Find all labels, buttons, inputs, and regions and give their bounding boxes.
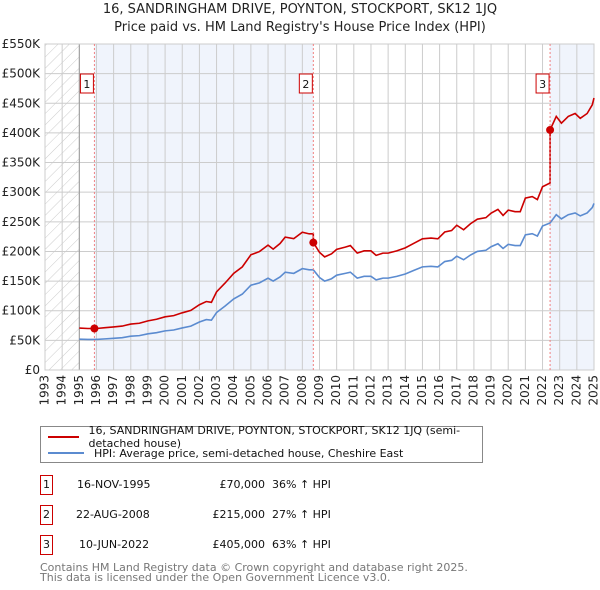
x-tick-label: 2016 [432, 375, 446, 406]
x-tick-label: 1999 [140, 375, 154, 406]
x-tick-label: 2022 [535, 375, 549, 406]
legend-item-price: 16, SANDRINGHAM DRIVE, POYNTON, STOCKPOR… [48, 424, 482, 450]
ownership-band-3 [550, 44, 594, 370]
sale-date: 16-NOV-1995 [77, 478, 151, 491]
footer: Contains HM Land Registry data © Crown c… [40, 561, 468, 584]
x-tick-label: 2001 [175, 375, 189, 406]
sale-label-box [79, 73, 94, 94]
x-tick-label: 2005 [243, 375, 257, 406]
y-tick-label: £50K [9, 333, 41, 347]
sale-hpi-diff: 36% ↑ HPI [272, 478, 331, 491]
y-tick-label: £250K [2, 215, 42, 229]
x-tick-label: 1994 [55, 375, 69, 406]
price-chart: 1993 1994 1995 1996 1997 1998 1999 2000 2001 2002… [2, 37, 600, 406]
legend-item-hpi: HPI: Average price, semi-detached house,… [48, 445, 403, 461]
x-tick-label: 2018 [466, 375, 480, 406]
sale-badge: 3 [40, 535, 53, 555]
y-tick-label: £400K [2, 126, 42, 140]
x-tick-label: 2021 [518, 375, 532, 406]
sale-label: 1 [83, 78, 90, 91]
x-tick-label: 2011 [346, 375, 360, 406]
x-tick-label: 2023 [552, 375, 566, 406]
x-tick-label: 2025 [587, 375, 600, 406]
x-tick-label: 2008 [295, 375, 309, 406]
y-tick-label: £100K [2, 304, 42, 318]
sale-hpi-diff: 27% ↑ HPI [272, 508, 331, 521]
x-tick-label: 2007 [278, 375, 292, 406]
sale-badge: 1 [40, 475, 53, 495]
sale-price: £405,000 [212, 538, 266, 551]
y-tick-label: £550K [2, 37, 42, 51]
x-tick-label: 2003 [209, 375, 223, 406]
legend: 16, SANDRINGHAM DRIVE, POYNTON, STOCKPOR… [40, 424, 483, 463]
x-tick-label: 2013 [381, 375, 395, 406]
chart-title: 16, SANDRINGHAM DRIVE, POYNTON, STOCKPOR… [102, 2, 498, 17]
x-tick-label: 1996 [89, 375, 103, 406]
y-tick-label: £200K [2, 244, 42, 258]
x-tick-label: 2006 [261, 375, 275, 406]
y-tick-label: £500K [2, 67, 42, 81]
x-tick-label: 2009 [312, 375, 326, 406]
y-tick-label: £0 [25, 363, 40, 377]
sale-point [546, 125, 555, 134]
x-tick-label: 1993 [38, 375, 52, 406]
sale-date: 22-AUG-2008 [76, 508, 150, 521]
sale-hpi-diff: 63% ↑ HPI [272, 538, 331, 551]
x-tick-label: 2000 [158, 375, 172, 406]
hpi-line [79, 203, 595, 341]
sale-price: £70,000 [219, 478, 266, 491]
plot-border [44, 43, 595, 371]
x-tick-label: 2015 [415, 375, 429, 406]
sale-point [309, 238, 318, 247]
sale-label-box [535, 73, 550, 94]
legend-swatch-red [48, 436, 79, 438]
x-tick-label: 2010 [329, 375, 343, 406]
x-tick-label: 2020 [501, 375, 515, 406]
sale-date: 10-JUN-2022 [79, 538, 150, 551]
x-tick-label: 2004 [226, 375, 240, 406]
x-tick-label: 2017 [449, 375, 463, 406]
sale-label: 3 [539, 78, 546, 91]
y-tick-label: £300K [2, 185, 42, 199]
x-tick-label: 1995 [72, 375, 86, 406]
sale-label: 2 [302, 78, 309, 91]
x-tick-label: 1997 [106, 375, 120, 406]
x-tick-label: 2024 [569, 375, 583, 406]
x-tick-label: 1998 [123, 375, 137, 406]
legend-label: HPI: Average price, semi-detached house,… [94, 446, 404, 460]
x-tick-label: 2014 [398, 375, 412, 406]
sale-label-box [298, 73, 313, 94]
sale-point [90, 324, 99, 333]
legend-swatch-blue [48, 452, 84, 454]
x-tick-label: 2012 [363, 375, 377, 406]
y-tick-label: £150K [2, 274, 42, 288]
price-paid-line [79, 97, 595, 330]
legend-label: 16, SANDRINGHAM DRIVE, POYNTON, STOCKPOR… [88, 424, 461, 450]
chart-subtitle: Price paid vs. HM Land Registry's House … [114, 20, 486, 35]
licence-text: This data is licensed under the Open Gov… [40, 571, 391, 584]
y-tick-label: £350K [2, 156, 42, 170]
sale-price: £215,000 [212, 508, 266, 521]
y-tick-label: £450K [2, 96, 42, 110]
sale-badge: 2 [40, 505, 53, 525]
x-tick-label: 2019 [484, 375, 498, 406]
copyright-text: Contains HM Land Registry data © Crown c… [40, 561, 468, 574]
x-tick-label: 2002 [192, 375, 206, 406]
